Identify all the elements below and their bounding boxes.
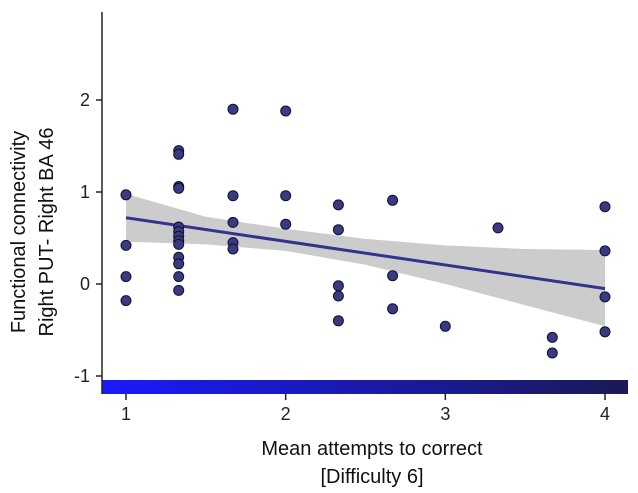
x-tick-label: 4 bbox=[600, 404, 610, 424]
x-tick-label: 2 bbox=[281, 404, 291, 424]
data-points bbox=[120, 103, 611, 359]
y-axis-title-line1: Functional connectivity bbox=[8, 131, 30, 333]
x-tick-label: 1 bbox=[121, 404, 131, 424]
plot-area bbox=[120, 103, 611, 359]
data-point bbox=[227, 103, 239, 115]
color-gradient-bar bbox=[102, 380, 628, 394]
y-axis-title: Functional connectivity Right PUT- Right… bbox=[8, 128, 58, 337]
data-point bbox=[332, 224, 344, 236]
data-point bbox=[173, 271, 185, 283]
data-point bbox=[599, 245, 611, 257]
data-point bbox=[332, 290, 344, 302]
x-tick-label: 3 bbox=[440, 404, 450, 424]
x-axis-ticks: 1 2 3 4 bbox=[121, 394, 610, 424]
y-tick-label: 2 bbox=[80, 90, 90, 110]
y-tick-label: -1 bbox=[74, 366, 90, 386]
data-point bbox=[227, 216, 239, 228]
data-point bbox=[173, 238, 185, 250]
x-axis-title: Mean attempts to correct [Difficulty 6] bbox=[261, 438, 483, 488]
data-point bbox=[387, 194, 399, 206]
data-point bbox=[492, 222, 504, 234]
y-axis-ticks: -1 0 1 2 bbox=[74, 90, 102, 386]
regression-line bbox=[125, 216, 606, 291]
data-point bbox=[280, 190, 292, 202]
data-point bbox=[173, 258, 185, 270]
data-point bbox=[173, 182, 185, 194]
x-axis-title-line1: Mean attempts to correct bbox=[261, 438, 483, 460]
data-point bbox=[332, 280, 344, 292]
data-point bbox=[546, 347, 558, 359]
y-axis-title-line2: Right PUT- Right BA 46 bbox=[36, 128, 58, 337]
data-point bbox=[332, 315, 344, 327]
data-point bbox=[227, 243, 239, 255]
data-point bbox=[173, 284, 185, 296]
data-point bbox=[120, 295, 132, 307]
data-point bbox=[599, 291, 611, 303]
data-point bbox=[280, 218, 292, 230]
data-point bbox=[599, 326, 611, 338]
y-tick-label: 1 bbox=[80, 182, 90, 202]
y-tick-label: 0 bbox=[80, 274, 90, 294]
data-point bbox=[387, 270, 399, 282]
data-point bbox=[120, 239, 132, 251]
data-point bbox=[332, 199, 344, 211]
data-point bbox=[599, 201, 611, 213]
x-axis-title-line2: [Difficulty 6] bbox=[321, 466, 424, 488]
data-point bbox=[546, 331, 558, 343]
data-point bbox=[227, 190, 239, 202]
data-point bbox=[173, 148, 185, 160]
confidence-band bbox=[126, 193, 605, 327]
data-point bbox=[120, 271, 132, 283]
data-point bbox=[439, 320, 451, 332]
data-point bbox=[387, 303, 399, 315]
data-point bbox=[120, 189, 132, 201]
data-point bbox=[280, 105, 292, 117]
